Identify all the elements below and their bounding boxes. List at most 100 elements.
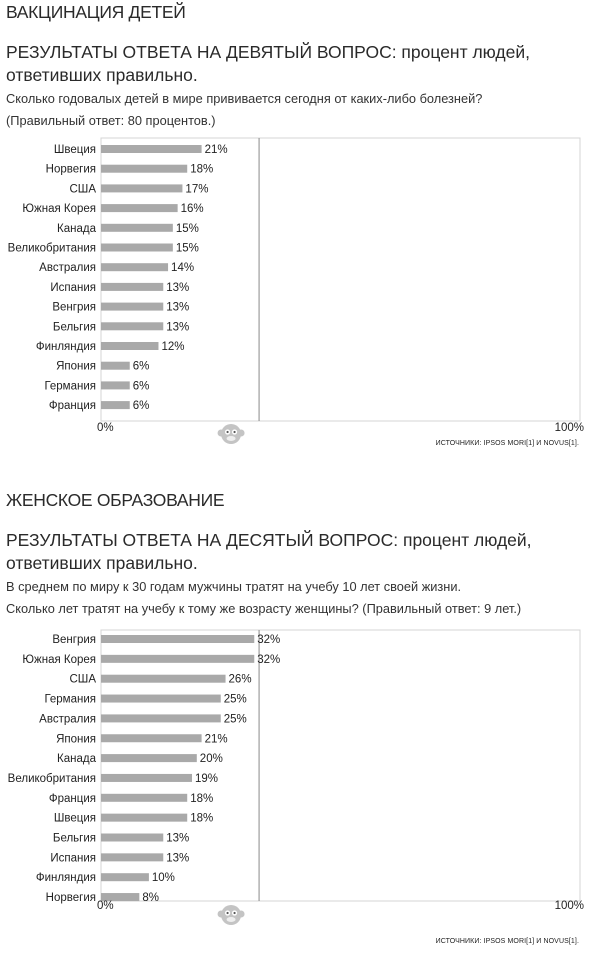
value-label: 21% (205, 733, 228, 745)
category-label: Южная Корея (22, 654, 96, 666)
bar (101, 223, 173, 232)
source-note: ИСТОЧНИКИ: IPSOS MORI[1] И NOVUS[1]. (435, 938, 579, 945)
bar (101, 184, 183, 193)
category-label: США (69, 183, 96, 195)
value-label: 25% (224, 694, 247, 706)
value-label: 8% (142, 892, 159, 904)
value-label: 10% (152, 872, 175, 884)
value-label: 13% (166, 302, 189, 314)
category-label: Южная Корея (22, 203, 96, 215)
monkey-icon (217, 905, 245, 925)
category-label: Великобритания (8, 243, 96, 255)
category-label: США (69, 674, 96, 686)
x-tick-label: 100% (555, 900, 584, 912)
category-label: Германия (44, 694, 96, 706)
bar (101, 813, 188, 822)
chart-svg: Швеция 21% Норвегия 18% США 17% Южная Корея 16%… (8, 137, 584, 444)
category-label: Норвегия (46, 164, 96, 176)
bar (101, 263, 169, 272)
category-label: Бельгия (53, 833, 96, 845)
bar (101, 145, 202, 153)
bar (101, 381, 130, 390)
bar (101, 893, 140, 902)
category-label: Австралия (39, 713, 96, 725)
question-text: В среднем по миру к 30 годам мужчины тра… (6, 579, 462, 594)
value-label: 18% (190, 813, 213, 825)
value-label: 32% (257, 634, 280, 646)
category-label: Испания (50, 852, 96, 864)
plot-frame (100, 137, 581, 422)
category-label: Венгрия (52, 634, 96, 646)
question-text: Сколько годовалых детей в мире прививает… (6, 91, 483, 106)
value-label: 32% (257, 654, 280, 666)
category-label: Финляндия (36, 341, 96, 353)
bar (101, 243, 173, 252)
bar (101, 754, 197, 763)
category-label: Финляндия (36, 872, 96, 884)
bar-chart-vaccination: Швеция 21% Норвегия 18% США 17% Южная Корея 16%… (0, 134, 591, 454)
value-label: 12% (161, 341, 184, 353)
category-label: Венгрия (52, 302, 96, 314)
source-note: ИСТОЧНИКИ: IPSOS MORI[1] И NOVUS[1]. (435, 440, 579, 447)
category-label: Канада (57, 753, 97, 765)
value-label: 13% (166, 282, 189, 294)
question-title: РЕЗУЛЬТАТЫ ОТВЕТА НА ДЕВЯТЫЙ ВОПРОС: про… (6, 42, 531, 85)
category-label: Франция (49, 400, 96, 412)
category-label: Швеция (54, 813, 96, 825)
value-label: 26% (229, 674, 252, 686)
category-label: Австралия (39, 262, 96, 274)
bar (101, 282, 164, 291)
category-label: Швеция (54, 144, 96, 156)
value-label: 25% (224, 713, 247, 725)
category-label: Япония (56, 361, 96, 373)
value-label: 18% (190, 164, 213, 176)
bar (101, 833, 164, 842)
value-label: 20% (200, 753, 223, 765)
bar (101, 773, 193, 782)
value-label: 21% (205, 144, 228, 156)
value-label: 15% (176, 243, 199, 255)
chart-svg: Венгрия 32% Южная Корея 32% США 26% Германия 25… (8, 629, 584, 925)
bar (101, 361, 130, 370)
x-tick-label: 0% (97, 900, 114, 912)
category-label: Германия (44, 380, 96, 392)
value-label: 6% (133, 361, 150, 373)
value-label: 19% (195, 773, 218, 785)
monkey-icon (217, 424, 245, 444)
x-tick-label: 100% (555, 422, 584, 434)
bar (101, 204, 178, 213)
category-label: Япония (56, 733, 96, 745)
value-label: 13% (166, 321, 189, 333)
category-label: Норвегия (46, 892, 96, 904)
section-title: ВАКЦИНАЦИЯ ДЕТЕЙ (6, 2, 186, 22)
value-label: 14% (171, 262, 194, 274)
bar-chart-female-education: Венгрия 32% Южная Корея 32% США 26% Германия 25… (0, 626, 591, 946)
value-label: 6% (133, 400, 150, 412)
bar (101, 873, 149, 882)
bar (101, 674, 226, 683)
correct-answer-text: Сколько лет тратят на учебу к тому же во… (6, 601, 522, 616)
question-title: РЕЗУЛЬТАТЫ ОТВЕТА НА ДЕСЯТЫЙ ВОПРОС: про… (6, 530, 532, 573)
bar (101, 853, 164, 862)
value-label: 15% (176, 223, 199, 235)
value-label: 18% (190, 793, 213, 805)
correct-answer-text: (Правильный ответ: 80 процентов.) (6, 113, 216, 128)
value-label: 6% (133, 380, 150, 392)
bar (101, 793, 188, 802)
category-label: Бельгия (53, 321, 96, 333)
bar (101, 322, 164, 331)
value-label: 17% (185, 183, 208, 195)
bar (101, 694, 221, 703)
value-label: 13% (166, 833, 189, 845)
bar (101, 401, 130, 410)
plot-frame (100, 629, 581, 902)
value-label: 16% (181, 203, 204, 215)
bar (101, 714, 221, 723)
category-label: Испания (50, 282, 96, 294)
value-label: 13% (166, 852, 189, 864)
section-title: ЖЕНСКОЕ ОБРАЗОВАНИЕ (6, 490, 225, 510)
x-tick-label: 0% (97, 422, 114, 434)
category-label: Франция (49, 793, 96, 805)
bar (101, 635, 255, 643)
bar (101, 342, 159, 350)
